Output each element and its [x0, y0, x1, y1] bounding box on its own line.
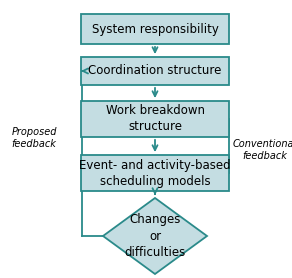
Text: Conventional
feedback: Conventional feedback [233, 139, 292, 161]
Text: Changes
or
difficulties: Changes or difficulties [124, 214, 186, 259]
Text: Proposed
feedback: Proposed feedback [11, 127, 57, 149]
Text: System responsibility: System responsibility [92, 23, 218, 36]
Text: Coordination structure: Coordination structure [88, 64, 222, 78]
Text: Event- and activity-based
scheduling models: Event- and activity-based scheduling mod… [79, 158, 231, 187]
FancyBboxPatch shape [81, 57, 229, 85]
Text: Work breakdown
structure: Work breakdown structure [105, 105, 204, 133]
Polygon shape [103, 198, 207, 274]
FancyBboxPatch shape [81, 155, 229, 191]
FancyBboxPatch shape [81, 101, 229, 137]
FancyBboxPatch shape [81, 14, 229, 44]
